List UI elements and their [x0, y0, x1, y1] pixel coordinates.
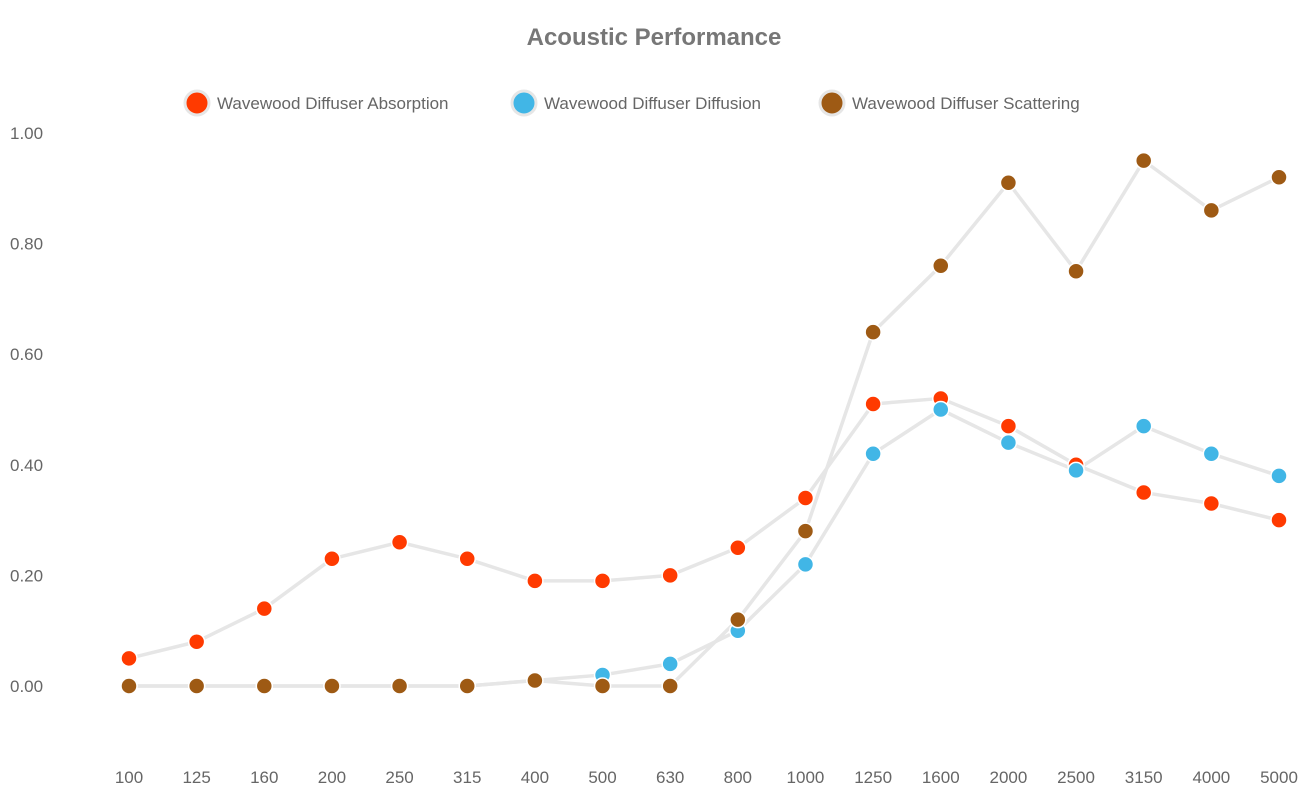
x-tick-label: 5000	[1260, 768, 1298, 787]
legend-item-0[interactable]: Wavewood Diffuser Absorption	[183, 89, 449, 117]
data-point	[526, 572, 544, 590]
x-tick-label: 2500	[1057, 768, 1095, 787]
x-tick-label: 1000	[787, 768, 825, 787]
legend-item-1[interactable]: Wavewood Diffuser Diffusion	[510, 89, 761, 117]
x-tick-label: 630	[656, 768, 684, 787]
series-lines	[128, 158, 1280, 688]
data-point	[526, 671, 544, 690]
data-point	[187, 677, 206, 695]
y-axis: 0.00 0.20 0.40 0.60 0.80 1.00	[10, 124, 43, 696]
data-point	[661, 655, 679, 673]
series-line-2	[129, 158, 1280, 688]
data-point	[661, 566, 679, 585]
data-point	[1067, 461, 1085, 480]
data-point	[932, 400, 950, 419]
data-point	[796, 555, 815, 574]
x-tick-label: 160	[250, 768, 278, 787]
y-tick-label: 1.00	[10, 124, 43, 143]
data-point	[323, 677, 341, 695]
data-point	[661, 677, 679, 695]
x-tick-label: 315	[453, 768, 481, 787]
x-tick-label: 800	[724, 768, 752, 787]
x-tick-label: 125	[182, 768, 210, 787]
data-point	[390, 533, 409, 551]
y-tick-label: 0.00	[10, 677, 43, 696]
data-point	[255, 599, 274, 618]
data-point	[864, 395, 882, 413]
legend-marker-icon	[510, 89, 538, 117]
data-point	[999, 433, 1018, 452]
y-tick-label: 0.20	[10, 566, 43, 585]
x-tick-label: 100	[115, 768, 143, 787]
x-tick-label: 3150	[1125, 768, 1163, 787]
legend-marker-icon	[183, 89, 211, 117]
data-point	[1270, 467, 1288, 485]
data-point	[390, 677, 409, 695]
data-point	[1202, 494, 1221, 513]
legend-label: Wavewood Diffuser Diffusion	[544, 94, 761, 113]
x-tick-label: 2000	[989, 768, 1027, 787]
y-tick-label: 0.80	[10, 235, 43, 254]
data-point	[1270, 168, 1288, 186]
x-tick-label: 1250	[854, 768, 892, 787]
data-point	[999, 174, 1018, 192]
data-point	[729, 610, 747, 629]
data-point	[999, 417, 1018, 435]
data-point	[323, 550, 341, 568]
legend-marker-icon	[818, 89, 846, 117]
data-point	[1134, 483, 1153, 502]
data-point	[458, 550, 476, 568]
data-point	[593, 677, 612, 695]
chart-title: Acoustic Performance	[527, 24, 782, 51]
data-point	[796, 489, 815, 507]
data-point	[796, 522, 815, 540]
series-line-0	[128, 396, 1280, 661]
legend-label: Wavewood Diffuser Absorption	[217, 94, 449, 113]
x-tick-label: 400	[521, 768, 549, 787]
x-tick-label: 500	[588, 768, 616, 787]
x-tick-label: 1600	[922, 768, 960, 787]
x-tick-label: 200	[318, 768, 346, 787]
data-point	[1202, 201, 1221, 220]
data-point	[1067, 262, 1085, 280]
data-point	[187, 633, 206, 651]
legend-item-2[interactable]: Wavewood Diffuser Scattering	[818, 89, 1080, 117]
series-line-1	[129, 407, 1280, 688]
data-point	[864, 444, 882, 463]
data-point	[1270, 511, 1288, 529]
y-tick-label: 0.40	[10, 456, 43, 475]
data-point	[120, 677, 138, 695]
data-point	[864, 323, 882, 341]
y-tick-label: 0.60	[10, 345, 43, 364]
x-tick-label: 4000	[1192, 768, 1230, 787]
data-point	[1202, 444, 1221, 463]
data-point	[729, 539, 747, 557]
data-point	[932, 256, 950, 275]
series-points	[120, 151, 1288, 695]
data-point	[593, 572, 612, 590]
data-point	[1134, 417, 1153, 435]
legend: Wavewood Diffuser Absorption Wavewood Dif…	[183, 89, 1080, 117]
data-point	[120, 649, 138, 668]
x-tick-label: 250	[385, 768, 413, 787]
data-point	[255, 677, 274, 695]
data-point	[1134, 151, 1153, 170]
data-point	[458, 677, 476, 695]
legend-label: Wavewood Diffuser Scattering	[852, 94, 1080, 113]
x-axis: 100 125 160 200 250 315 400 500 630 800 1000 1250 16…	[115, 768, 1298, 787]
